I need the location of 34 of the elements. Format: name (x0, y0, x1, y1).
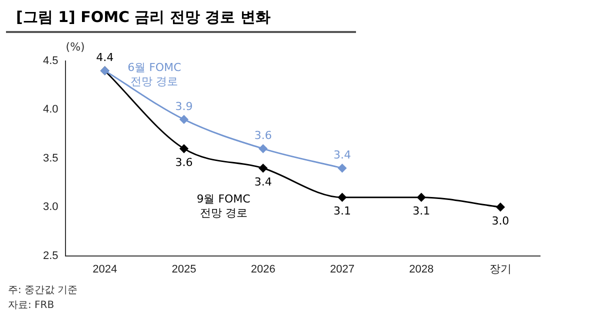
y-tick-label: 3.5 (42, 152, 58, 164)
point (180, 115, 188, 124)
text: 주: 중간값 기준 (8, 284, 79, 298)
point (258, 164, 268, 172)
y-axis-title: (%) (66, 40, 85, 54)
data-label: 3.9 (175, 100, 193, 113)
y-tick-label: 2.5 (42, 250, 58, 262)
point (338, 193, 346, 202)
x-tick-label: 2027 (330, 263, 354, 276)
chart-title: [그림 1] FOMC 금리 전망 경로 변화 (6, 0, 356, 33)
data-label: 3.6 (175, 156, 193, 170)
data-label: 3.6 (254, 129, 272, 142)
data-label: 4.4 (96, 51, 114, 64)
data-label: 3.1 (333, 204, 351, 218)
point (180, 144, 188, 153)
point (258, 144, 268, 153)
point (417, 193, 426, 202)
x-tick-label: 장기 (489, 263, 512, 276)
x-tick-label: 2024 (92, 263, 118, 276)
point (496, 202, 505, 212)
point (338, 164, 346, 172)
y-tick-label: 4.5 (42, 55, 58, 68)
x-tick-label: 2026 (250, 263, 276, 276)
series-label: 6월 FOMC 전망 경로 (128, 61, 182, 88)
x-tick-label: 2028 (409, 263, 434, 276)
x-tick-label: 2025 (172, 263, 196, 276)
text: 9월 FOMC 전망 경로 (196, 192, 251, 220)
y-tick-label: 3.0 (42, 201, 58, 214)
data-label: 3.4 (333, 148, 351, 162)
text: 자료: FRB (8, 299, 56, 313)
y-tick-label: 4.0 (42, 104, 58, 116)
data-label: 3.1 (412, 204, 430, 218)
data-label: 3.4 (254, 176, 272, 188)
data-label: 3.0 (492, 214, 510, 228)
